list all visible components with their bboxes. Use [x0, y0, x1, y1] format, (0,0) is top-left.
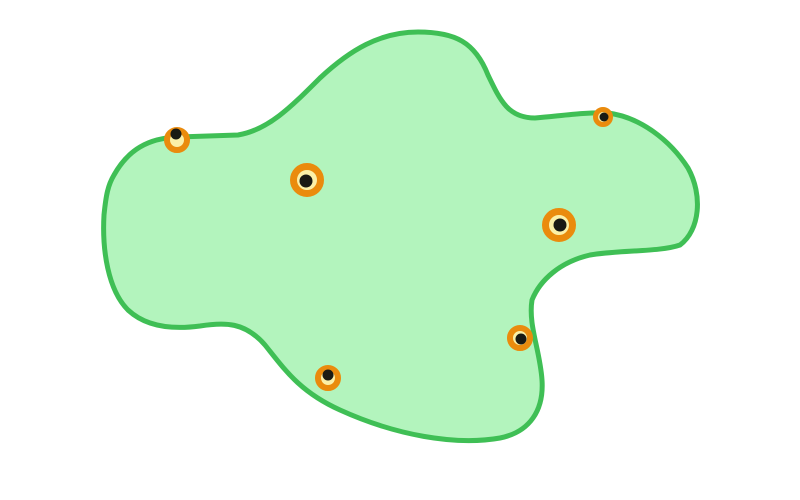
marker-center-dot: [599, 112, 609, 122]
green-blob-region: [101, 29, 700, 444]
marker-1: [164, 127, 190, 153]
marker-center-dot: [515, 333, 527, 345]
marker-center-dot: [299, 174, 313, 188]
marker-3: [593, 107, 613, 127]
marker-center-dot: [553, 218, 567, 232]
marker-5: [507, 325, 533, 351]
marker-center-dot: [322, 369, 334, 381]
marker-layer: [164, 107, 613, 391]
marker-4: [542, 208, 576, 242]
marker-6: [315, 365, 341, 391]
marker-2: [290, 163, 324, 197]
marker-center-dot: [170, 128, 182, 140]
region-layer: [101, 29, 700, 444]
